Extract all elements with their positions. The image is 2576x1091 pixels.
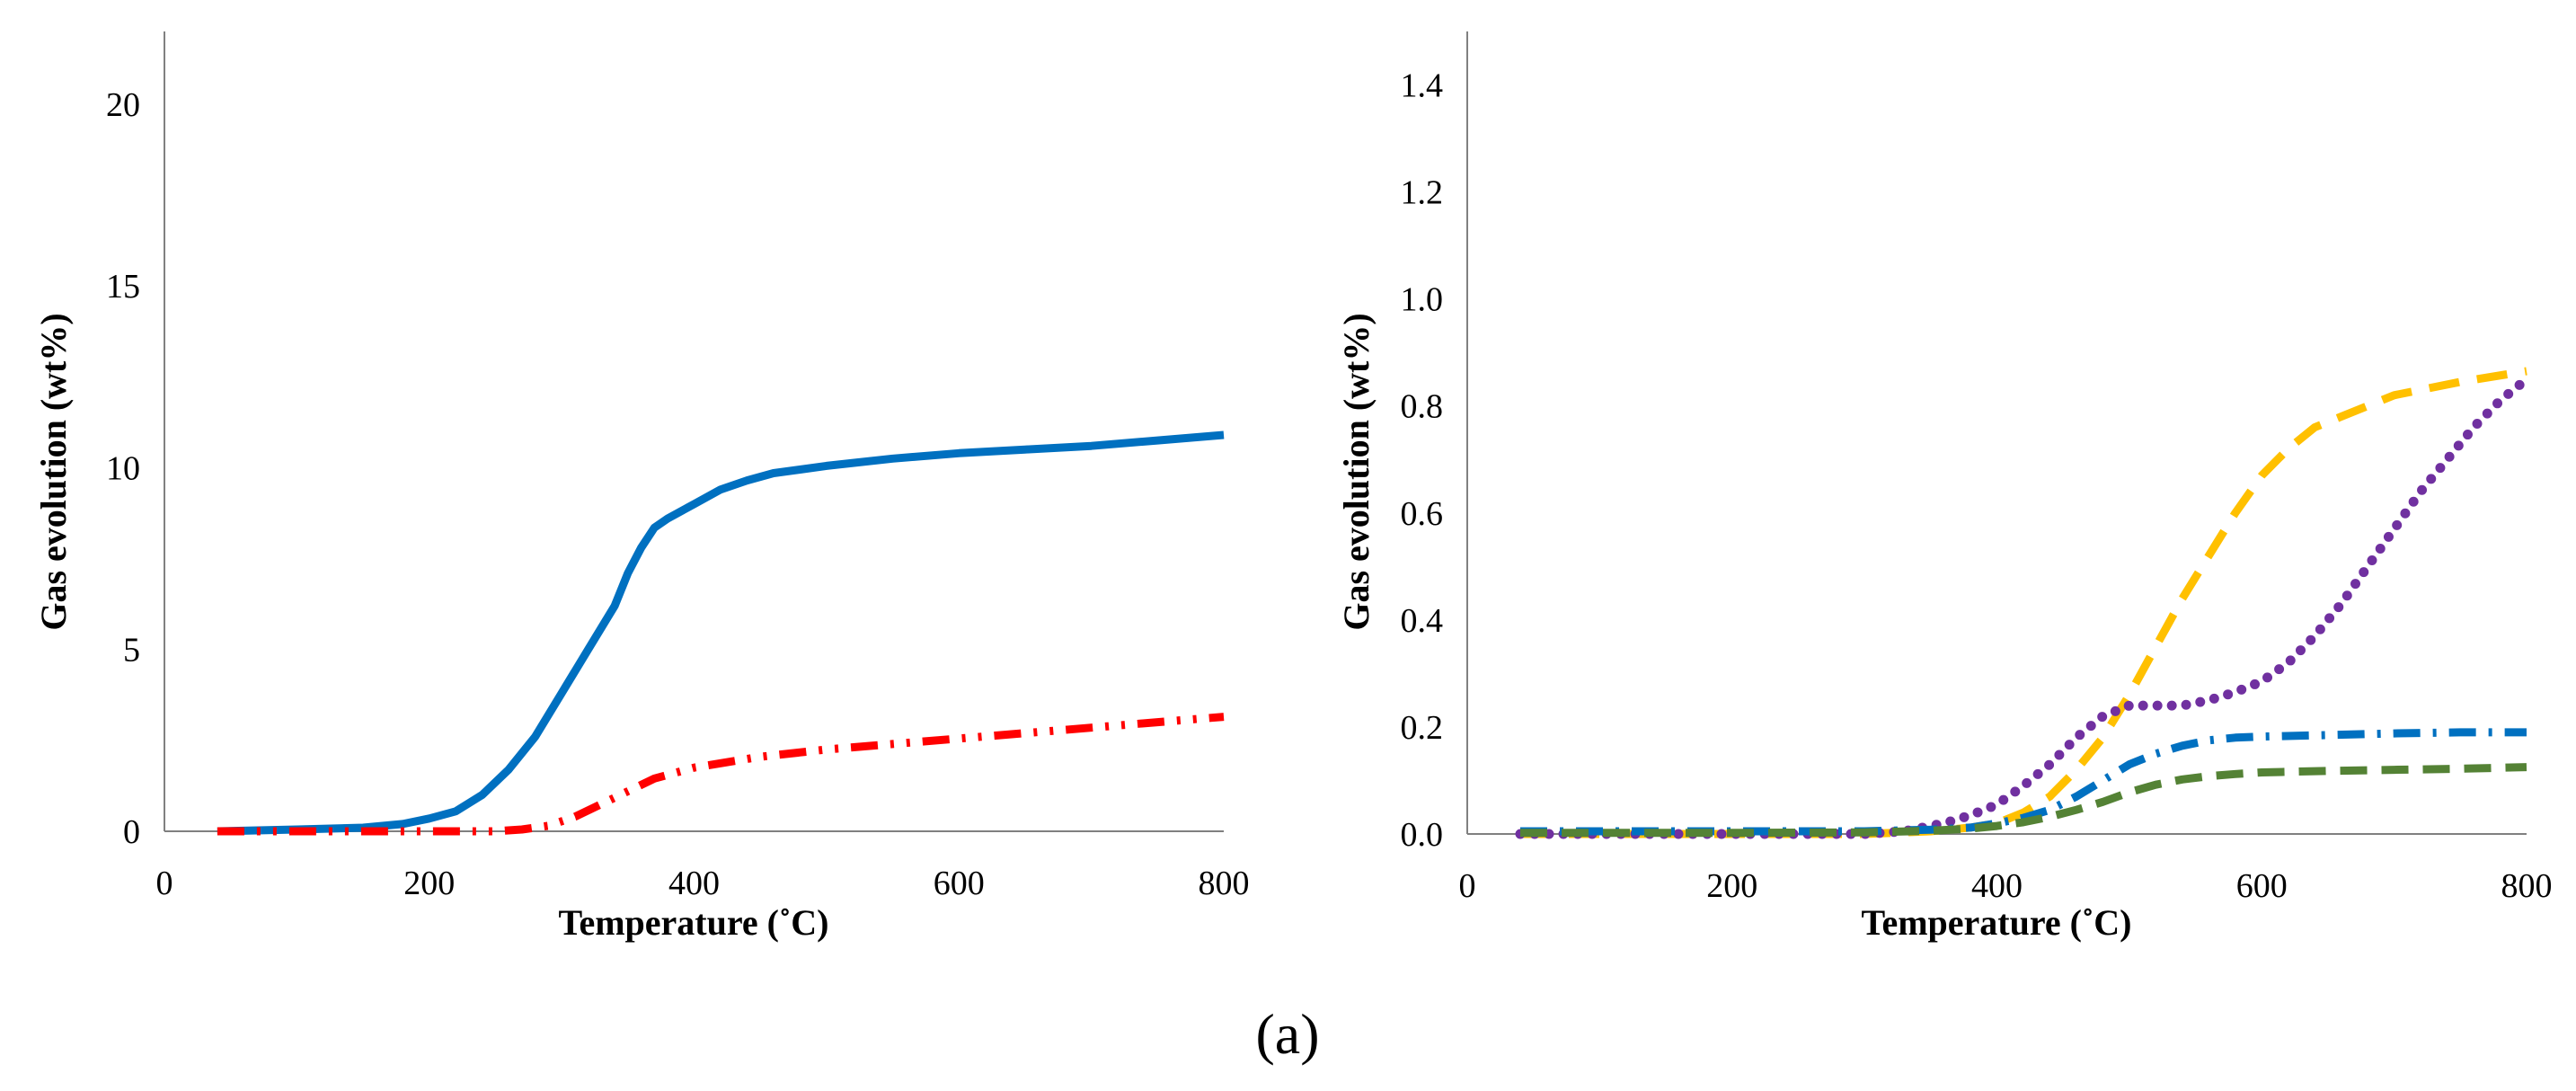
y-tick-label: 0	[123, 813, 140, 851]
y-tick-label: 20	[106, 86, 140, 124]
y-axis-title: Gas evolution (wt%)	[1336, 313, 1377, 630]
y-tick-label: 10	[106, 449, 140, 487]
y-tick-labels: 0 5 10 15 20	[106, 86, 140, 851]
x-tick-label: 400	[1971, 867, 2023, 905]
figure-caption: (a)	[1255, 1002, 1319, 1066]
x-tick-label: 400	[668, 865, 720, 902]
chart-right: 0 200 400 600 800 0.0 0.2 0.4 0.6 0.8 1.0 1.2 1.4 T…	[1336, 31, 2553, 943]
x-tick-label: 0	[156, 865, 173, 902]
y-tick-label: 1.4	[1401, 67, 1444, 105]
y-tick-label: 1.0	[1401, 281, 1444, 319]
y-tick-label: 0.0	[1401, 816, 1444, 854]
y-tick-label: 0.2	[1401, 709, 1444, 747]
x-tick-label: 800	[1199, 865, 1250, 902]
x-tick-label: 200	[403, 865, 455, 902]
series-group	[217, 430, 1225, 836]
series-line-blue-dash-dot	[1520, 728, 2527, 836]
y-tick-label: 15	[106, 268, 140, 306]
y-tick-label: 5	[123, 632, 140, 670]
series-line-yellow-dashed	[1520, 367, 2527, 838]
y-tick-label: 1.2	[1401, 174, 1444, 212]
y-tick-labels: 0.0 0.2 0.4 0.6 0.8 1.0 1.2 1.4	[1401, 67, 1444, 854]
x-tick-label: 600	[2236, 867, 2288, 905]
x-axis-title: Temperature (˚C)	[558, 902, 828, 943]
series-group	[1515, 367, 2532, 839]
series-line-green-dashed	[1520, 763, 2527, 838]
x-axis-title: Temperature (˚C)	[1861, 902, 2131, 943]
x-tick-labels: 0 200 400 600 800	[156, 865, 1250, 902]
x-tick-label: 600	[934, 865, 985, 902]
series-line-solid-blue	[217, 430, 1225, 836]
x-tick-label: 0	[1459, 867, 1476, 905]
x-tick-label: 200	[1706, 867, 1757, 905]
y-tick-label: 0.8	[1401, 388, 1444, 426]
y-axis-title: Gas evolution (wt%)	[33, 313, 74, 630]
y-tick-label: 0.6	[1401, 495, 1444, 533]
series-line-purple-dotted	[1515, 374, 2532, 839]
x-tick-labels: 0 200 400 600 800	[1459, 867, 2553, 905]
y-tick-label: 0.4	[1401, 602, 1444, 640]
x-tick-label: 800	[2501, 867, 2553, 905]
series-line-red-dash-dot	[217, 713, 1225, 836]
